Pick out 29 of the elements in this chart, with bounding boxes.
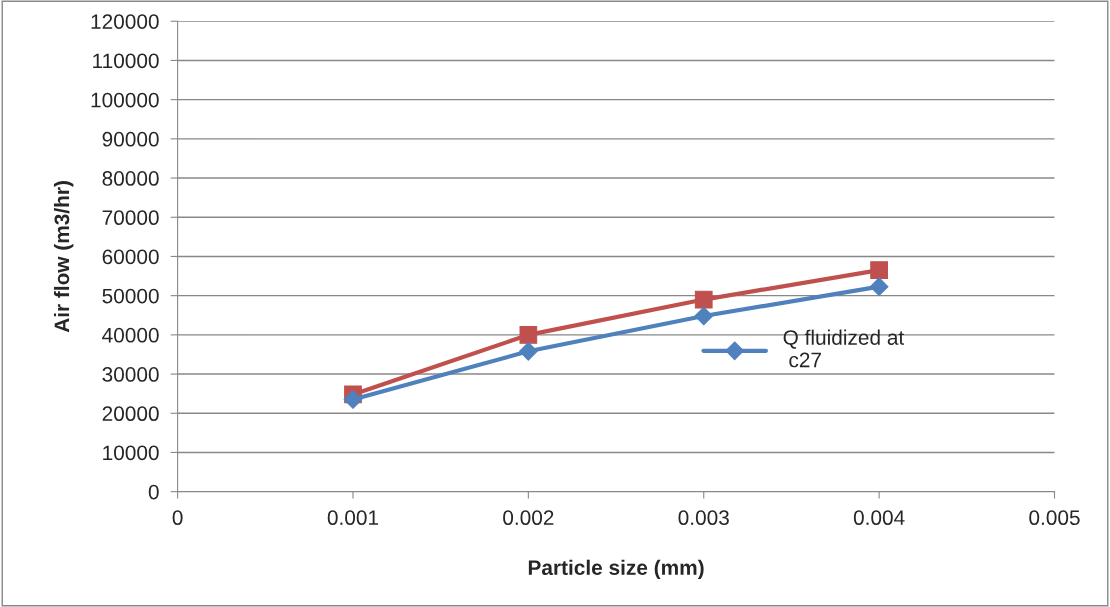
legend-label: Q fluidized at c27 (783, 329, 905, 368)
point (519, 326, 538, 344)
y-tick-label: 10000 (103, 445, 159, 461)
x-tick-label: 0 (172, 510, 183, 526)
y-tick-label: 0 (148, 484, 159, 500)
x-tick-label: 0.001 (327, 510, 379, 526)
y-tick-label: 80000 (102, 171, 159, 186)
point (343, 390, 363, 409)
y-tick-label: 90000 (102, 131, 159, 147)
y-tick-label: 110000 (93, 53, 159, 69)
y-tick-label: 120000 (91, 14, 159, 29)
y-tick-label: 40000 (102, 327, 159, 343)
point (869, 277, 889, 296)
x-tick-label: 0.002 (503, 510, 554, 526)
y-tick-label: 60000 (102, 249, 159, 265)
point (519, 341, 538, 361)
point (870, 261, 888, 280)
point (694, 306, 714, 326)
y-tick-label: 30000 (102, 367, 159, 382)
x-tick-label: 0.005 (1029, 510, 1080, 526)
y-tick-label: 100000 (91, 92, 159, 108)
x-tick-label: 0.004 (853, 510, 905, 526)
x-tick-label: 0.003 (678, 510, 729, 526)
y-tick-label: 20000 (102, 406, 159, 422)
point (694, 290, 713, 309)
y-tick-label: 70000 (102, 210, 159, 226)
x-axis-title: Particle size (mm) (528, 559, 704, 580)
y-tick-label: 50000 (102, 288, 159, 304)
y-axis-title: Air flow (m3/hr) (53, 181, 74, 333)
